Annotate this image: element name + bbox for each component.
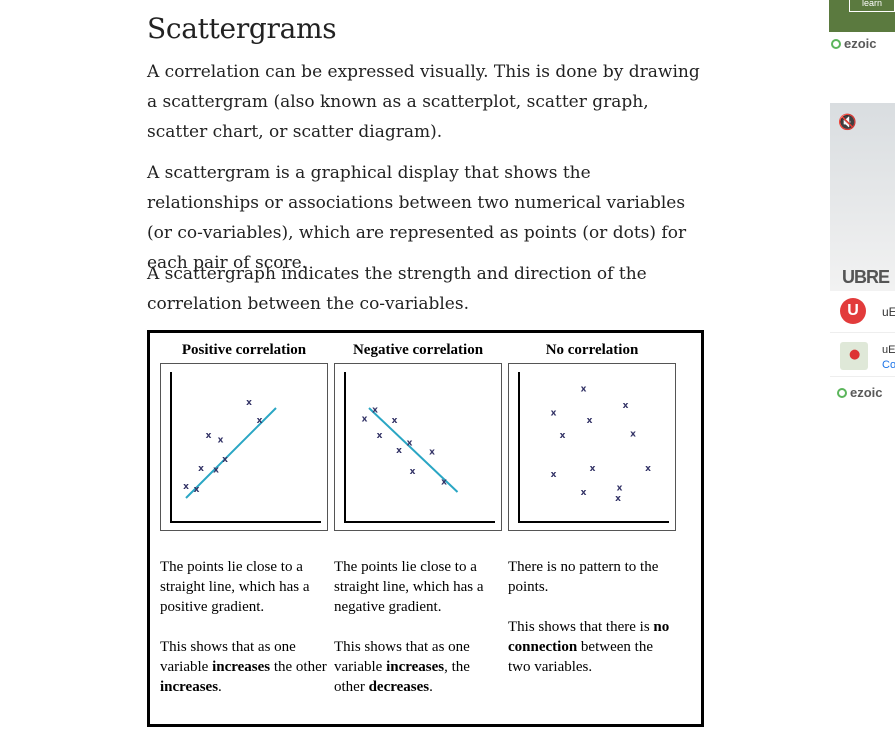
scatter-point: x: [392, 416, 398, 426]
ezoic-label[interactable]: ezoic: [831, 36, 877, 51]
scatter-point: x: [396, 446, 402, 456]
column-description: There is no pattern to the points. This …: [508, 557, 678, 697]
page-title: Scattergrams: [147, 12, 337, 45]
scatter-point: x: [551, 409, 557, 419]
paragraph-intro: A correlation can be expressed visually.…: [147, 62, 700, 142]
description-line1: The points lie close to a straight line,…: [334, 559, 484, 615]
column-description: The points lie close to a straight line,…: [334, 557, 504, 717]
video-brand-text: UBRE: [842, 267, 890, 287]
learn-more-button[interactable]: learn: [849, 0, 895, 12]
scatter-point: x: [362, 415, 368, 425]
trend-line: [368, 407, 459, 493]
trend-line: [185, 407, 277, 499]
scatter-point: x: [194, 485, 200, 495]
scatter-point: x: [623, 401, 629, 411]
paragraph-definition: A scattergram is a graphical display tha…: [147, 163, 687, 273]
ad-card-1[interactable]: U uE: [830, 292, 895, 333]
brand-logo-icon: U: [840, 298, 866, 324]
column-title: Positive correlation: [181, 342, 307, 358]
scatter-point: x: [246, 398, 252, 408]
scatter-point: x: [630, 430, 636, 440]
ad-card-line1: uE: [882, 344, 895, 356]
scatter-point: x: [222, 455, 228, 465]
ezoic-label-2[interactable]: ezoic: [837, 385, 883, 400]
description-line1: The points lie close to a straight line,…: [160, 559, 310, 615]
scatter-point: x: [198, 464, 204, 474]
ezoic-icon: [831, 39, 841, 49]
plot-axes: [170, 372, 321, 523]
description-line1: There is no pattern to the points.: [508, 559, 659, 595]
ad-card-2[interactable]: ● uE Co: [830, 336, 895, 377]
scatter-point: x: [645, 464, 651, 474]
scatter-point: x: [213, 466, 219, 476]
ezoic-icon: [837, 388, 847, 398]
scatter-point: x: [615, 494, 621, 504]
scatter-point: x: [551, 470, 557, 480]
scatter-point: x: [441, 478, 447, 488]
scatter-point: x: [218, 436, 224, 446]
scatter-point: x: [407, 439, 413, 449]
description-line2: This shows that as one variable increase…: [160, 639, 327, 695]
scatter-point: x: [617, 484, 623, 494]
plot-axes: [518, 372, 669, 523]
scatter-point: x: [377, 431, 383, 441]
column-title: Negative correlation: [352, 342, 484, 358]
scatter-point: x: [429, 448, 435, 458]
scatter-point: x: [410, 467, 416, 477]
map-pin-icon: ●: [840, 342, 868, 370]
scatter-point: x: [587, 416, 593, 426]
description-line2: This shows that there is no connection b…: [508, 619, 670, 675]
column-title: No correlation: [545, 342, 639, 358]
scatter-point: x: [183, 482, 189, 492]
paragraph-strength: A scattergraph indicates the strength an…: [147, 264, 647, 314]
scatter-point: x: [581, 488, 587, 498]
plot-axes: [344, 372, 495, 523]
video-ad[interactable]: 🔇 UBRE: [830, 103, 895, 291]
ad-card-text: uE: [882, 305, 895, 319]
ad-card-line2: Co: [882, 359, 895, 371]
mute-icon[interactable]: 🔇: [838, 113, 857, 131]
top-ad-banner[interactable]: learn: [829, 0, 895, 32]
scatter-point: x: [257, 416, 263, 426]
scatter-point: x: [590, 464, 596, 474]
column-description: The points lie close to a straight line,…: [160, 557, 330, 717]
scatter-point: x: [206, 431, 212, 441]
scatter-point: x: [372, 406, 378, 416]
description-line2: This shows that as one variable increase…: [334, 639, 470, 695]
scatter-point: x: [581, 385, 587, 395]
scatter-point: x: [560, 431, 566, 441]
